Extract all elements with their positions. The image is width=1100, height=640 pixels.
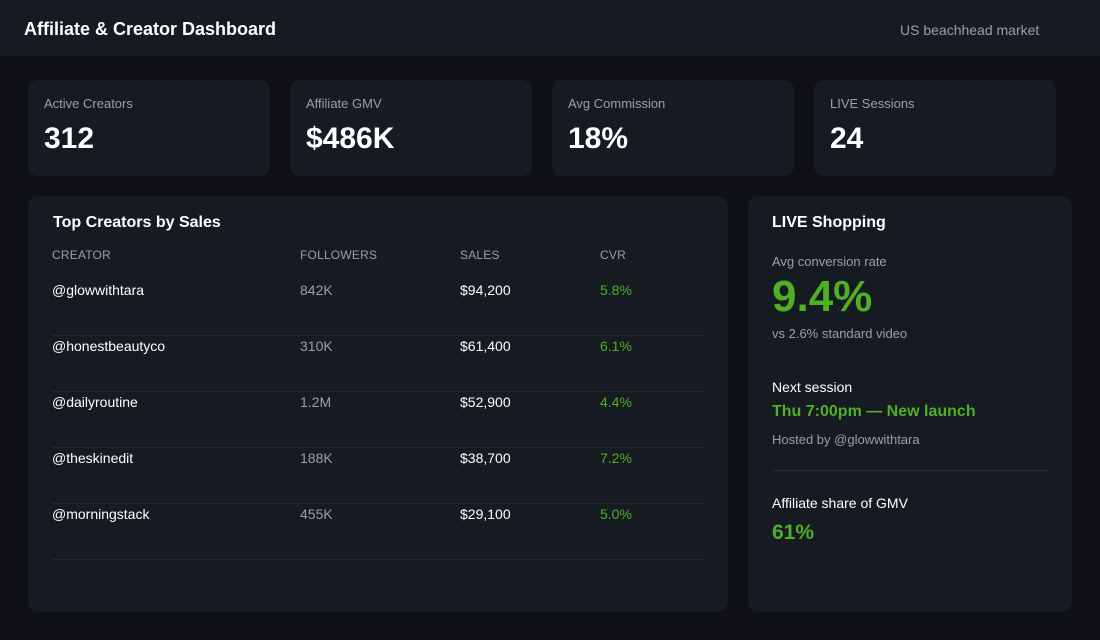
- kpi-label: Avg Commission: [568, 96, 666, 111]
- conversion-comparison: vs 2.6% standard video: [772, 326, 908, 341]
- table-row[interactable]: @dailyroutine 1.2M $52,900 4.4%: [52, 392, 704, 448]
- creator-cvr: 7.2%: [600, 450, 632, 466]
- creator-followers: 310K: [300, 338, 333, 354]
- column-header-followers: FOLLOWERS: [300, 248, 378, 262]
- creator-handle: @honestbeautyco: [52, 338, 166, 354]
- conversion-label: Avg conversion rate: [772, 254, 887, 269]
- kpi-card-affiliate-gmv: Affiliate GMV $486K: [290, 80, 532, 176]
- kpi-value: 312: [44, 122, 95, 155]
- creator-cvr: 4.4%: [600, 394, 632, 410]
- creator-cvr: 5.8%: [600, 282, 632, 298]
- kpi-card-active-creators: Active Creators 312: [28, 80, 270, 176]
- kpi-card-live-sessions: LIVE Sessions 24: [814, 80, 1056, 176]
- creator-sales: $61,400: [460, 338, 511, 354]
- creator-cvr: 6.1%: [600, 338, 632, 354]
- creator-followers: 1.2M: [300, 394, 332, 410]
- kpi-label: LIVE Sessions: [830, 96, 915, 111]
- column-header-creator: CREATOR: [52, 248, 111, 262]
- creator-followers: 188K: [300, 450, 333, 466]
- creator-sales: $94,200: [460, 282, 511, 298]
- table-row[interactable]: @theskinedit 188K $38,700 7.2%: [52, 448, 704, 504]
- affiliate-share-label: Affiliate share of GMV: [772, 495, 908, 511]
- column-header-sales: SALES: [460, 248, 500, 262]
- live-shopping-panel: [748, 196, 1072, 612]
- creator-handle: @morningstack: [52, 506, 150, 522]
- kpi-label: Active Creators: [44, 96, 133, 111]
- next-session-value[interactable]: Thu 7:00pm — New launch: [772, 403, 976, 420]
- creator-sales: $29,100: [460, 506, 511, 522]
- market-label: US beachhead market: [900, 22, 1040, 38]
- next-session-host: Hosted by @glowwithtara: [772, 432, 920, 447]
- creator-handle: @glowwithtara: [52, 282, 145, 298]
- table-row[interactable]: @honestbeautyco 310K $61,400 6.1%: [52, 336, 704, 392]
- kpi-value: $486K: [306, 122, 395, 155]
- creator-handle: @theskinedit: [52, 450, 134, 466]
- page-title: Affiliate & Creator Dashboard: [24, 19, 277, 39]
- creator-handle: @dailyroutine: [52, 394, 138, 410]
- top-creators-panel: [28, 196, 728, 612]
- creator-followers: 842K: [300, 282, 333, 298]
- divider: [772, 470, 1048, 471]
- conversion-value: 9.4%: [772, 272, 873, 321]
- creator-followers: 455K: [300, 506, 333, 522]
- next-session-label: Next session: [772, 379, 853, 395]
- affiliate-share-value: 61%: [772, 521, 815, 544]
- live-shopping-title: LIVE Shopping: [772, 214, 886, 231]
- creator-cvr: 5.0%: [600, 506, 632, 522]
- table-row[interactable]: @glowwithtara 842K $94,200 5.8%: [52, 280, 704, 336]
- creator-sales: $52,900: [460, 394, 511, 410]
- table-row[interactable]: @morningstack 455K $29,100 5.0%: [52, 504, 704, 560]
- kpi-card-avg-commission: Avg Commission 18%: [552, 80, 794, 176]
- column-header-cvr: CVR: [600, 248, 626, 262]
- kpi-value: 18%: [568, 122, 629, 155]
- top-bar: Affiliate & Creator Dashboard US beachhe…: [0, 0, 1100, 56]
- creator-sales: $38,700: [460, 450, 511, 466]
- top-creators-title: Top Creators by Sales: [53, 214, 221, 231]
- kpi-label: Affiliate GMV: [306, 96, 382, 111]
- kpi-value: 24: [830, 122, 864, 155]
